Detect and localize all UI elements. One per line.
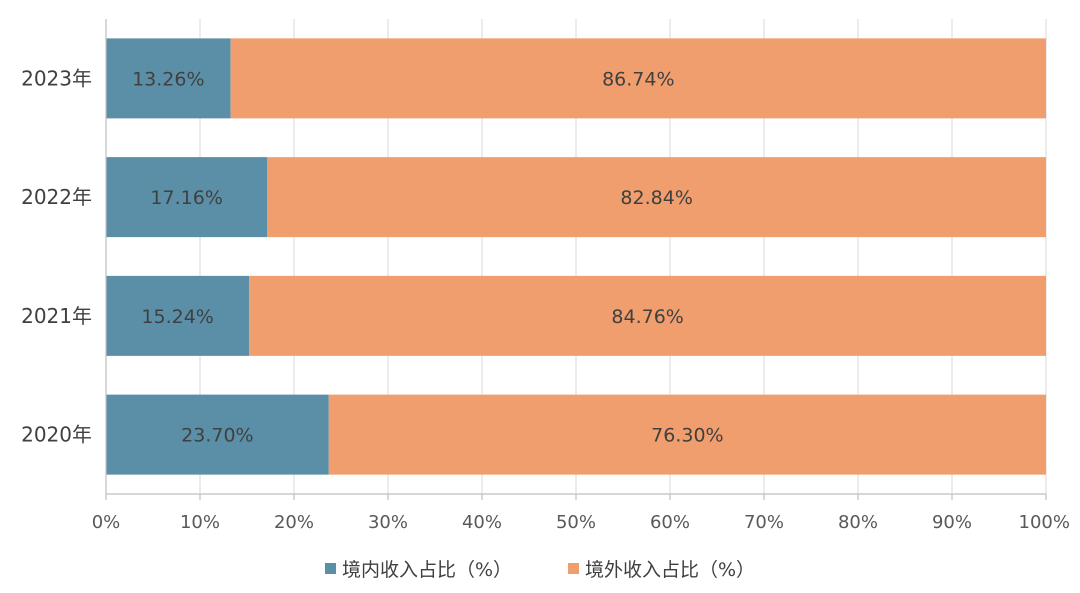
category-label: 2022年 — [21, 185, 92, 209]
x-tick-label: 30% — [368, 512, 408, 533]
category-label: 2023年 — [21, 66, 92, 90]
legend-item-domestic: 境内收入占比（%） — [324, 555, 512, 582]
bar-domestic — [106, 275, 250, 356]
data-label: 86.74% — [602, 68, 674, 90]
legend-swatch-overseas — [568, 563, 579, 574]
x-tick-label: 0% — [92, 512, 121, 533]
bar-overseas — [328, 394, 1046, 475]
data-label: 76.30% — [651, 425, 723, 447]
category-label: 2020年 — [21, 423, 92, 447]
bar-overseas — [249, 275, 1047, 356]
data-label: 84.76% — [611, 306, 683, 328]
x-tick-label: 70% — [744, 512, 784, 533]
bar-domestic — [106, 394, 329, 475]
x-tick-label: 20% — [274, 512, 314, 533]
x-tick-label: 80% — [838, 512, 878, 533]
legend-label-domestic: 境内收入占比（%） — [341, 559, 512, 581]
legend-item-overseas: 境外收入占比（%） — [568, 555, 755, 582]
data-label: 15.24% — [141, 306, 213, 328]
legend-label-overseas: 境外收入占比（%） — [585, 559, 756, 581]
x-tick-label: 90% — [932, 512, 972, 533]
legend: 境内收入占比（%） 境外收入占比（%） — [0, 555, 1080, 582]
x-tick-label: 60% — [650, 512, 690, 533]
category-label: 2021年 — [21, 304, 92, 328]
legend-swatch-domestic — [324, 563, 336, 574]
bar-overseas — [267, 157, 1047, 238]
x-tick-label: 100% — [1019, 512, 1070, 533]
data-label: 13.26% — [132, 68, 204, 90]
data-label: 82.84% — [620, 187, 692, 209]
x-tick-label: 40% — [462, 512, 502, 533]
bar-domestic — [106, 157, 268, 238]
bar-overseas — [230, 38, 1047, 119]
x-tick-label: 50% — [556, 512, 596, 533]
data-label: 17.16% — [150, 187, 222, 209]
bar-domestic — [106, 38, 231, 119]
x-tick-label: 10% — [180, 512, 220, 533]
data-label: 23.70% — [181, 425, 253, 447]
